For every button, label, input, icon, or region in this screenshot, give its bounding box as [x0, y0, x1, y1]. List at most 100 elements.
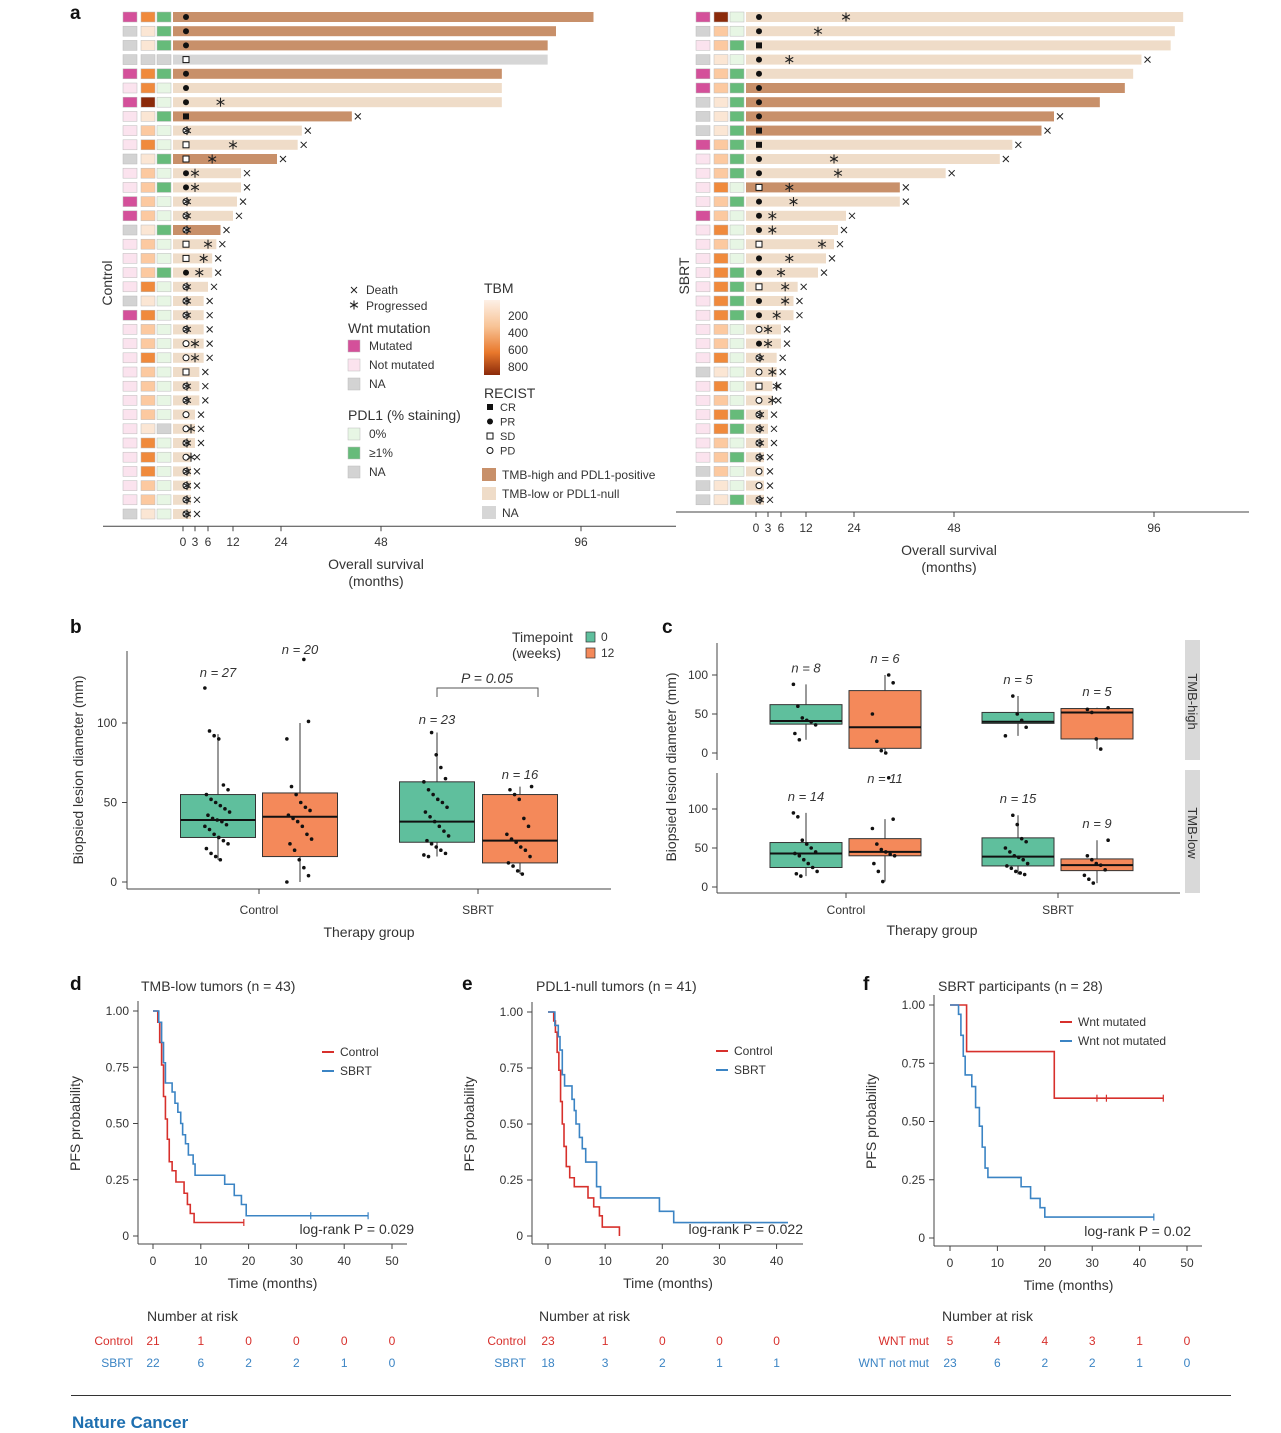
data-point [302, 657, 306, 662]
death-marker [1044, 127, 1051, 134]
pdl-cell [729, 480, 745, 491]
tmb-cell [713, 68, 729, 80]
legend-progressed-label: Progressed [366, 299, 427, 313]
box-week0 [981, 813, 1055, 877]
box-body [848, 690, 922, 749]
data-point [1082, 873, 1087, 878]
swimmer-row [695, 11, 1184, 23]
legend-tbm-tick: 600 [508, 343, 528, 357]
tmb-cell [140, 139, 156, 151]
wnt-cell [122, 395, 138, 406]
progression-marker-stroke [763, 326, 773, 333]
recist-marker [756, 212, 762, 219]
survival-bar [173, 253, 213, 264]
survival-bar [746, 196, 900, 207]
progression-marker [755, 410, 765, 420]
risk-row-label: SBRT [101, 1356, 133, 1370]
swimmer-row [122, 54, 548, 65]
pdl-cell [156, 338, 172, 349]
pdl-cell [156, 451, 172, 463]
box-week12 [848, 776, 922, 884]
n-label: n = 8 [791, 660, 821, 675]
tmb-cell [713, 324, 729, 335]
death-marker-stroke [206, 326, 214, 333]
swimmer-row [122, 111, 362, 122]
death-marker [783, 326, 791, 333]
risk-value: 2 [293, 1356, 300, 1370]
recist-marker [756, 113, 762, 120]
data-point [1015, 822, 1020, 827]
death-marker-stroke [206, 354, 214, 362]
death-marker [243, 184, 251, 191]
death-marker-stroke [201, 382, 209, 390]
facet-strip [1185, 770, 1200, 893]
death-marker-stroke [197, 425, 205, 433]
legend-pdl-item: NA [369, 465, 386, 479]
progression-marker-stroke [776, 269, 786, 276]
wnt-cell [122, 324, 138, 335]
risk-value: 21 [146, 1334, 160, 1348]
recist-marker [183, 113, 189, 120]
progression-marker [182, 126, 192, 136]
swimmer-row [122, 324, 214, 335]
tmb-cell [140, 210, 156, 222]
x-tick-label: 24 [274, 535, 288, 549]
recist-marker [183, 28, 189, 35]
death-marker-stroke [766, 453, 774, 461]
x-tick-label: 20 [656, 1254, 670, 1268]
tmb-cell [140, 423, 156, 435]
data-point [443, 776, 448, 781]
pdl-cell [156, 352, 172, 364]
death-marker-stroke [214, 255, 222, 262]
wnt-cell [695, 11, 711, 23]
pdl-cell [729, 380, 745, 392]
recist-marker [182, 354, 190, 362]
swimmer-row [695, 366, 787, 378]
progression-marker [182, 395, 192, 405]
survival-bar [746, 210, 846, 221]
pdl-cell [729, 466, 745, 477]
swimmer-row [695, 338, 791, 349]
pdl-cell [729, 366, 745, 378]
survival-bar [173, 68, 502, 79]
data-point [1008, 850, 1012, 854]
swimmer-row [695, 409, 778, 420]
tmb-cell [140, 338, 156, 349]
wnt-cell [122, 451, 138, 463]
tmb-cell [140, 96, 156, 108]
death-marker-stroke [836, 240, 844, 248]
swimmer-row [695, 210, 856, 222]
data-point [1016, 855, 1021, 860]
progression-marker-stroke [182, 298, 192, 304]
progression-marker-stroke [190, 170, 200, 176]
data-point [285, 737, 289, 741]
data-point [1005, 864, 1009, 868]
swimmer-row [695, 25, 1175, 37]
death-marker-stroke [304, 127, 312, 134]
survival-bar [173, 466, 191, 477]
progression-marker-stroke [768, 369, 777, 375]
panel-label-c: c [662, 617, 673, 638]
progression-marker-stroke [203, 241, 213, 247]
panel-label-e: e [462, 974, 473, 995]
y-tick-label: 0 [918, 1231, 925, 1245]
death-marker [774, 382, 782, 390]
tmb-cell [713, 111, 729, 122]
death-marker [783, 340, 791, 347]
progression-marker-stroke [768, 213, 777, 219]
x-tick-label: 24 [847, 521, 861, 535]
death-marker [206, 340, 214, 347]
x-tick-label: 10 [991, 1256, 1005, 1270]
data-point [809, 846, 813, 850]
recist-marker [183, 85, 189, 91]
data-point [289, 784, 294, 789]
x-axis-title: Time (months) [623, 1275, 713, 1291]
death-marker [770, 411, 778, 418]
x-axis-title: Time (months) [228, 1275, 318, 1291]
wnt-cell [695, 210, 711, 222]
progression-marker-stroke [182, 511, 192, 517]
wnt-cell [122, 380, 138, 392]
recist-marker [182, 240, 190, 248]
risk-table-title: Number at risk [539, 1308, 631, 1324]
